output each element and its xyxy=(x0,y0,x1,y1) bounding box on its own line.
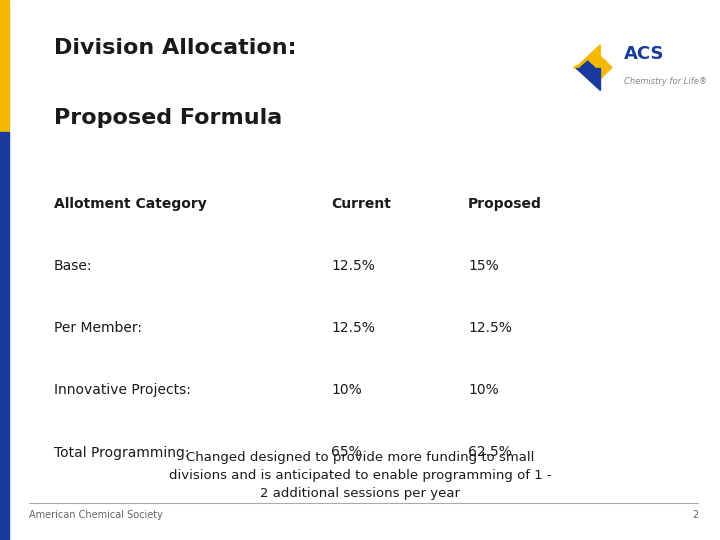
Text: Base:: Base: xyxy=(54,259,92,273)
Text: Chemistry for Life®: Chemistry for Life® xyxy=(624,77,708,85)
Text: Proposed: Proposed xyxy=(468,197,542,211)
Text: 12.5%: 12.5% xyxy=(331,321,375,335)
Polygon shape xyxy=(576,45,600,68)
Polygon shape xyxy=(573,55,612,80)
Polygon shape xyxy=(580,61,595,74)
Text: 65%: 65% xyxy=(331,446,362,460)
Text: 12.5%: 12.5% xyxy=(468,321,512,335)
Text: 10%: 10% xyxy=(468,383,499,397)
Text: Total Programming:: Total Programming: xyxy=(54,446,189,460)
Text: Proposed Formula: Proposed Formula xyxy=(54,108,282,128)
Text: ACS: ACS xyxy=(624,45,665,63)
Text: American Chemical Society: American Chemical Society xyxy=(29,510,163,521)
Text: 2: 2 xyxy=(692,510,698,521)
Text: 12.5%: 12.5% xyxy=(331,259,375,273)
Text: Division Allocation:: Division Allocation: xyxy=(54,38,297,58)
Text: Per Member:: Per Member: xyxy=(54,321,142,335)
Text: 10%: 10% xyxy=(331,383,362,397)
Text: Current: Current xyxy=(331,197,391,211)
Text: 62.5%: 62.5% xyxy=(468,446,512,460)
Text: Changed designed to provide more funding to small
divisions and is anticipated t: Changed designed to provide more funding… xyxy=(168,451,552,500)
Text: 15%: 15% xyxy=(468,259,499,273)
Text: Allotment Category: Allotment Category xyxy=(54,197,207,211)
Polygon shape xyxy=(576,68,600,90)
Text: Innovative Projects:: Innovative Projects: xyxy=(54,383,191,397)
